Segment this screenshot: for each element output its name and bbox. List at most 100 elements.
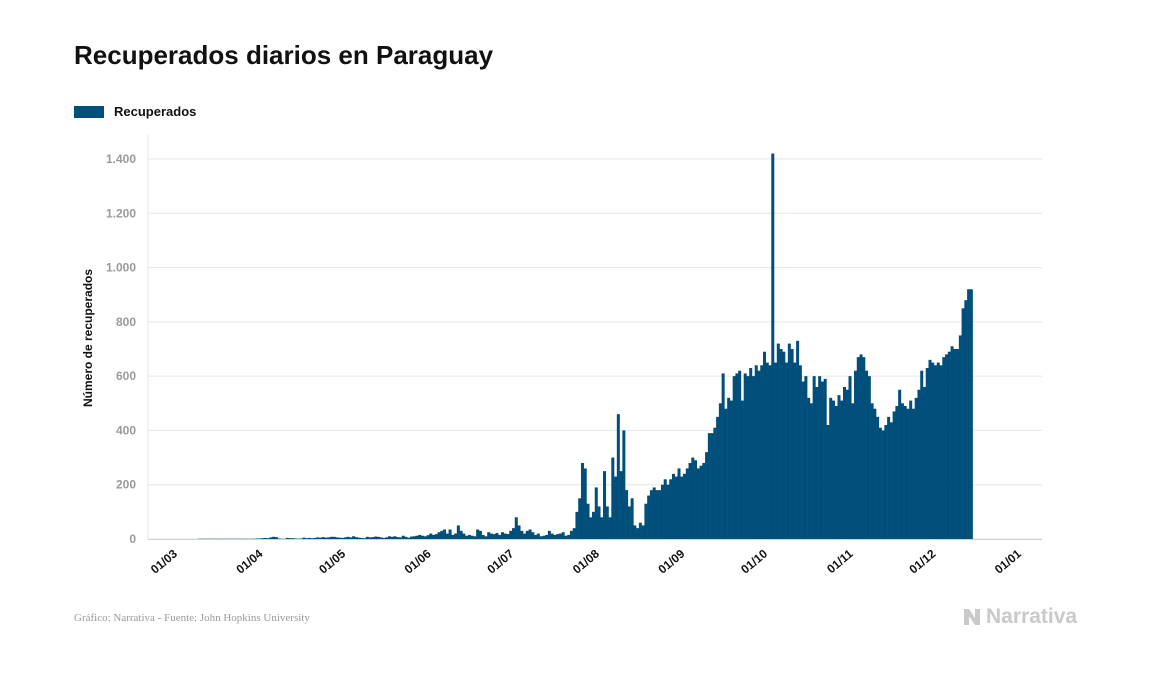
bar [294, 538, 298, 539]
bar [365, 536, 369, 539]
bar [484, 536, 488, 539]
bar [862, 357, 866, 539]
bar [691, 457, 695, 539]
bar [465, 535, 469, 539]
bar [329, 536, 333, 539]
y-tick-label: 200 [116, 478, 136, 492]
bar [914, 397, 918, 539]
bar [956, 349, 960, 539]
bar [536, 533, 540, 539]
bar [754, 365, 758, 539]
bar [272, 536, 276, 539]
bar [448, 529, 452, 539]
bar [545, 534, 549, 539]
bar [779, 349, 783, 539]
bar [506, 534, 510, 539]
bar [307, 537, 311, 539]
bar [834, 406, 838, 539]
bar [302, 537, 306, 539]
brand-logo: Narrativa [962, 605, 1077, 629]
bar [696, 468, 700, 539]
bar [467, 534, 471, 539]
bar [498, 534, 502, 539]
bar [939, 365, 943, 539]
bar [677, 468, 681, 539]
bar [900, 403, 904, 539]
bar [459, 530, 463, 539]
bar [569, 530, 573, 539]
bar [895, 406, 899, 539]
bar [685, 468, 689, 539]
bar [961, 308, 965, 539]
bar [870, 403, 874, 539]
legend: Recuperados [74, 104, 196, 119]
y-tick-label: 0 [129, 532, 136, 546]
bar [776, 343, 780, 539]
bar [318, 537, 322, 539]
y-tick-label: 600 [116, 369, 136, 383]
bar [611, 457, 615, 539]
bar [261, 538, 265, 539]
bar [503, 533, 507, 539]
bar [917, 389, 921, 539]
bar [716, 416, 720, 539]
bar [418, 534, 422, 539]
bar [945, 354, 949, 539]
bar [928, 359, 932, 539]
bar [274, 537, 278, 539]
bar [558, 533, 562, 539]
bar [360, 537, 364, 539]
bar [462, 533, 466, 539]
bar [950, 346, 954, 539]
bar [851, 403, 855, 539]
bar [751, 376, 755, 539]
bar [393, 536, 397, 539]
bar [920, 370, 924, 539]
bar [903, 406, 907, 539]
bar [481, 534, 485, 539]
y-axis-label: Número de recuperados [81, 269, 95, 407]
bar [630, 498, 634, 539]
bar [443, 529, 447, 539]
bar [845, 389, 849, 539]
bar [316, 537, 320, 539]
bar [547, 530, 551, 539]
bar [735, 373, 739, 539]
bar [625, 490, 629, 539]
bar [887, 416, 891, 539]
bar [616, 414, 620, 539]
bar [520, 530, 524, 539]
bar [255, 538, 259, 539]
bar [663, 479, 667, 539]
x-tick-label: 01/04 [233, 546, 265, 576]
bar [346, 536, 350, 539]
bar [473, 536, 477, 539]
bar [313, 537, 317, 539]
bar [409, 536, 413, 539]
bar [622, 430, 626, 539]
bar [492, 534, 496, 539]
bar [878, 427, 882, 539]
bar [842, 387, 847, 539]
bar [782, 351, 786, 539]
bar [967, 289, 971, 539]
chart-title: Recuperados diarios en Paraguay [74, 40, 494, 70]
bar [925, 368, 929, 539]
bar [512, 528, 516, 539]
bar [815, 387, 819, 539]
bar [434, 534, 438, 539]
bar [349, 537, 353, 539]
x-tick-label: 01/09 [655, 546, 687, 576]
bar [305, 538, 309, 539]
bar [840, 400, 844, 539]
bar [660, 484, 664, 539]
bar [432, 534, 436, 539]
bar [470, 535, 474, 539]
x-tick-label: 01/01 [992, 546, 1024, 576]
bar [426, 535, 430, 539]
bar [865, 370, 869, 539]
bar [666, 484, 670, 539]
bar [848, 376, 852, 539]
bar [729, 400, 733, 539]
bar [534, 534, 538, 539]
